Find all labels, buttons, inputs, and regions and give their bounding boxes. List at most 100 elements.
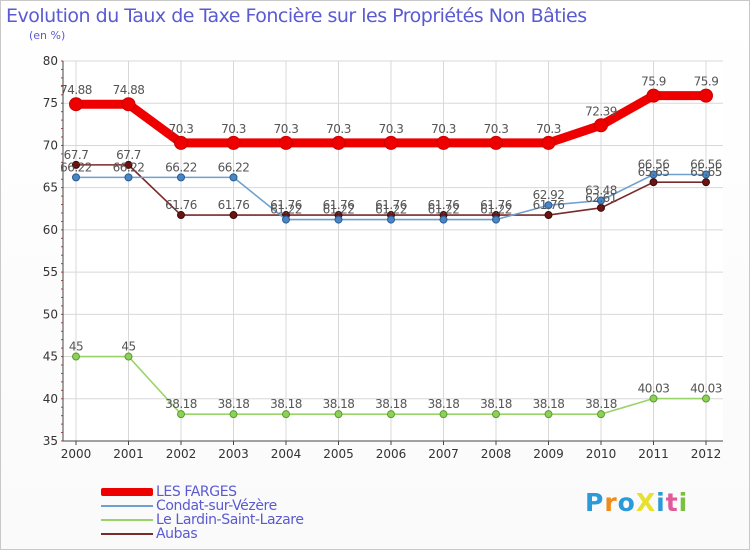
data-point (699, 88, 713, 103)
data-point (544, 410, 553, 419)
y-tick-label: 60 (43, 223, 58, 237)
data-label: 61.76 (480, 198, 512, 212)
data-label: 61.76 (270, 198, 302, 212)
data-point (541, 135, 556, 150)
data-label: 70.3 (221, 122, 246, 136)
data-label: 61.76 (323, 198, 355, 212)
data-label: 61.76 (375, 198, 407, 212)
data-point (597, 196, 605, 205)
legend-swatch-aubas (101, 532, 153, 535)
data-point (649, 178, 658, 187)
y-tick-label: 40 (43, 392, 58, 406)
legend-item-lardin: Le Lardin-Saint-Lazare (101, 511, 304, 528)
legend-swatch-condat (101, 504, 153, 507)
y-tick-label: 80 (43, 54, 58, 68)
y-tick-label: 45 (43, 350, 58, 364)
data-label: 65.65 (690, 165, 722, 179)
proxiti-logo: ProXiti (585, 488, 689, 517)
data-label: 40.03 (638, 382, 670, 396)
data-point (124, 352, 133, 361)
data-point (177, 211, 185, 220)
x-tick-label: 2012 (691, 447, 722, 461)
data-label: 70.3 (169, 122, 194, 136)
data-point (334, 410, 343, 419)
data-label: 66.22 (165, 160, 197, 174)
data-point (72, 352, 80, 361)
data-label: 66.22 (218, 160, 250, 174)
data-point (597, 410, 605, 419)
data-label: 62.61 (585, 191, 617, 205)
data-label: 38.18 (480, 397, 512, 411)
data-label: 38.18 (323, 397, 355, 411)
data-point (492, 215, 500, 224)
data-label: 75.9 (641, 75, 666, 89)
x-tick-label: 2005 (323, 447, 354, 461)
data-point (124, 160, 133, 169)
data-label: 66.22 (60, 160, 92, 174)
data-point (646, 88, 661, 103)
data-point (282, 410, 290, 419)
data-label: 38.18 (585, 397, 617, 411)
data-label: 67.7 (64, 148, 89, 162)
x-tick-label: 2007 (428, 447, 459, 461)
x-tick-label: 2008 (481, 447, 512, 461)
data-point (544, 201, 553, 210)
x-tick-label: 2002 (166, 447, 197, 461)
x-tick-label: 2004 (271, 447, 302, 461)
data-label: 70.3 (484, 122, 509, 136)
y-tick-label: 50 (43, 307, 58, 321)
data-point (702, 170, 710, 179)
data-point (121, 97, 136, 112)
data-label: 38.18 (218, 397, 250, 411)
data-label: 45 (69, 340, 83, 354)
data-point (439, 215, 448, 224)
data-label: 61.76 (165, 198, 197, 212)
data-label: 75.9 (694, 75, 719, 89)
y-tick-label: 75 (43, 96, 58, 110)
legend-label-aubas: Aubas (156, 525, 198, 542)
data-label: 38.18 (375, 397, 407, 411)
legend-swatch-lardin (101, 518, 153, 521)
data-point (229, 410, 238, 419)
data-label: 38.18 (428, 397, 460, 411)
y-tick-label: 35 (43, 434, 58, 448)
data-point (387, 215, 395, 224)
data-point (649, 394, 658, 403)
x-tick-label: 2006 (376, 447, 407, 461)
data-label: 61.76 (533, 198, 565, 212)
data-point (177, 410, 185, 419)
legend-label-condat: Condat-sur-Vézère (156, 497, 277, 514)
data-label: 72.39 (585, 104, 617, 118)
data-point (489, 135, 503, 150)
data-point (702, 394, 710, 403)
legend-label-les-farges: LES FARGES (156, 483, 237, 500)
data-point (279, 135, 293, 150)
legend-swatch-les-farges (101, 487, 153, 496)
data-point (124, 173, 133, 182)
data-point (282, 215, 290, 224)
data-label: 38.18 (270, 397, 302, 411)
x-tick-label: 2011 (638, 447, 669, 461)
legend-item-les-farges: LES FARGES (101, 483, 304, 500)
data-label: 61.22 (375, 203, 407, 217)
y-tick-label: 70 (43, 138, 58, 152)
plot-area (63, 61, 723, 441)
chart-title: Evolution du Taux de Taxe Foncière sur l… (6, 5, 587, 27)
legend-item-aubas: Aubas (101, 525, 304, 542)
x-tick-label: 2001 (113, 447, 144, 461)
data-point (597, 203, 605, 212)
legend-label-lardin: Le Lardin-Saint-Lazare (156, 511, 304, 528)
data-point (334, 215, 343, 224)
data-point (439, 410, 448, 419)
data-point (69, 97, 83, 112)
data-label: 61.22 (323, 203, 355, 217)
data-label: 65.65 (638, 165, 670, 179)
x-tick-label: 2009 (533, 447, 564, 461)
data-point (544, 211, 553, 220)
data-point (174, 135, 188, 150)
data-label: 61.76 (218, 198, 250, 212)
data-label: 67.7 (116, 148, 141, 162)
data-label: 74.88 (60, 83, 92, 97)
